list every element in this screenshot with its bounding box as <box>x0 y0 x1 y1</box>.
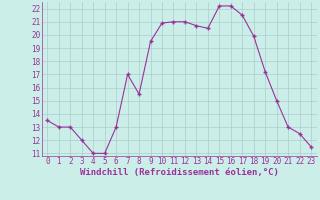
X-axis label: Windchill (Refroidissement éolien,°C): Windchill (Refroidissement éolien,°C) <box>80 168 279 177</box>
